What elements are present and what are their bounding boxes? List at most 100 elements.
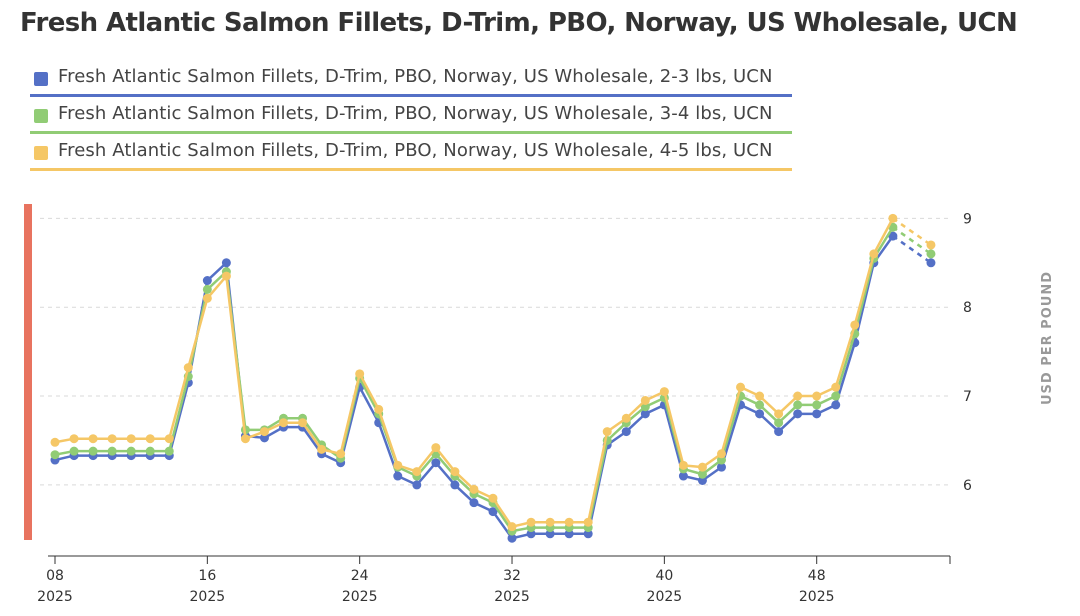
y-tick-label: 7	[963, 389, 972, 405]
chart-title: Fresh Atlantic Salmon Fillets, D-Trim, P…	[20, 8, 1018, 38]
x-tick-label: 48	[808, 568, 826, 584]
data-point	[298, 418, 308, 428]
series-2	[50, 222, 936, 536]
data-point	[697, 469, 707, 479]
data-point	[545, 529, 555, 539]
data-point	[107, 446, 117, 456]
data-point	[50, 437, 60, 447]
y-axis-label: USD PER POUND	[1040, 271, 1055, 405]
data-point	[488, 493, 498, 503]
legend: Fresh Atlantic Salmon Fillets, D-Trim, P…	[30, 62, 792, 173]
data-point	[431, 458, 441, 468]
data-point	[526, 517, 536, 527]
x-tick-label: 40	[655, 568, 673, 584]
legend-underline	[30, 168, 792, 171]
series-forecast-line	[892, 235, 932, 264]
data-point	[716, 449, 726, 459]
data-point	[202, 284, 212, 294]
legend-underline	[30, 131, 792, 134]
data-point	[279, 418, 289, 428]
data-point	[678, 460, 688, 470]
y-tick-label: 6	[963, 478, 972, 494]
data-point	[736, 382, 746, 392]
x-axis-ticks: 08 2025 16 2025 24 2025 32 2025 40 2025 48 2025	[37, 556, 951, 605]
x-tick-label: 32	[503, 568, 521, 584]
x-tick-year: 2025	[799, 589, 835, 605]
data-point	[564, 529, 574, 539]
data-point	[774, 418, 784, 428]
range-highlight-bar	[24, 204, 32, 540]
series-forecast-line	[892, 226, 932, 255]
data-point	[412, 467, 422, 477]
x-tick-year: 2025	[342, 589, 378, 605]
data-point	[183, 363, 193, 373]
y-tick-label: 9	[963, 211, 972, 227]
data-point	[564, 517, 574, 527]
x-tick-label: 24	[351, 568, 369, 584]
data-point	[488, 507, 498, 517]
data-point	[640, 395, 650, 405]
data-point	[812, 391, 822, 401]
data-point	[88, 446, 98, 456]
data-point	[107, 434, 117, 444]
data-point	[812, 400, 822, 410]
data-point	[545, 517, 555, 527]
data-point	[926, 240, 936, 250]
data-point	[336, 449, 346, 459]
data-point	[374, 404, 384, 414]
legend-label: Fresh Atlantic Salmon Fillets, D-Trim, P…	[58, 66, 773, 87]
data-point	[621, 427, 631, 437]
data-point	[583, 517, 593, 527]
data-point	[831, 382, 841, 392]
data-point	[926, 249, 936, 259]
data-point	[50, 450, 60, 460]
data-point	[716, 462, 726, 472]
data-point	[812, 409, 822, 419]
data-point	[774, 427, 784, 437]
data-point	[793, 409, 803, 419]
series-3	[50, 213, 936, 532]
legend-item-2-3-lbs[interactable]: Fresh Atlantic Salmon Fillets, D-Trim, P…	[30, 62, 792, 97]
data-point	[431, 443, 441, 453]
data-point	[507, 522, 517, 532]
data-point	[659, 387, 669, 397]
legend-item-3-4-lbs[interactable]: Fresh Atlantic Salmon Fillets, D-Trim, P…	[30, 99, 792, 134]
data-point	[926, 258, 936, 268]
data-point	[831, 400, 841, 410]
data-point	[259, 433, 269, 443]
x-tick-year: 2025	[647, 589, 683, 605]
series-line	[54, 217, 894, 528]
x-tick-year: 2025	[190, 589, 226, 605]
data-point	[221, 258, 231, 268]
x-tick-year: 2025	[494, 589, 530, 605]
legend-label: Fresh Atlantic Salmon Fillets, D-Trim, P…	[58, 140, 773, 161]
data-point	[469, 484, 479, 494]
data-point	[526, 529, 536, 539]
data-point	[793, 400, 803, 410]
data-point	[755, 391, 765, 401]
legend-item-4-5-lbs[interactable]: Fresh Atlantic Salmon Fillets, D-Trim, P…	[30, 136, 792, 171]
data-point	[412, 480, 422, 490]
x-tick-year: 2025	[37, 589, 73, 605]
data-point	[716, 455, 726, 465]
data-point	[69, 434, 79, 444]
data-point	[831, 391, 841, 401]
data-point	[888, 231, 898, 241]
data-point	[621, 413, 631, 423]
data-point	[393, 460, 403, 470]
legend-underline	[30, 94, 792, 97]
data-point	[602, 427, 612, 437]
data-point	[583, 529, 593, 539]
legend-swatch-icon	[34, 109, 48, 123]
data-point	[640, 409, 650, 419]
data-point	[202, 293, 212, 303]
data-point	[164, 434, 174, 444]
data-point	[774, 409, 784, 419]
data-point	[697, 475, 707, 485]
data-point	[469, 498, 479, 508]
data-point	[145, 434, 155, 444]
data-point	[850, 320, 860, 330]
legend-label: Fresh Atlantic Salmon Fillets, D-Trim, P…	[58, 103, 773, 124]
legend-swatch-icon	[34, 72, 48, 86]
